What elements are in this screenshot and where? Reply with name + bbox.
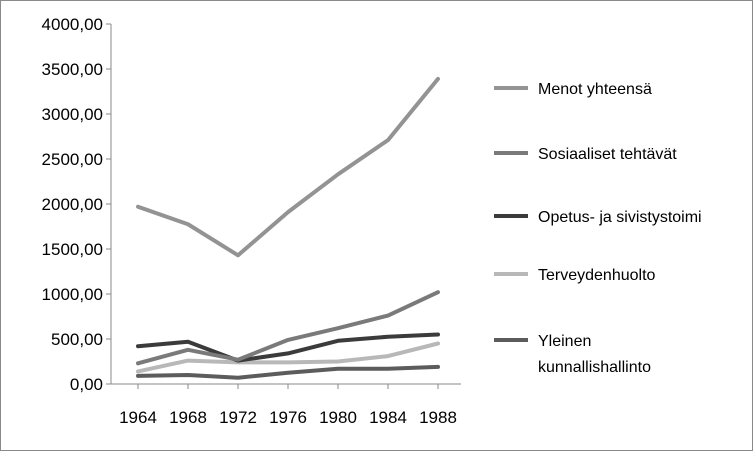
x-tick-label: 1976 (269, 408, 307, 427)
legend-label: Opetus- ja sivistystoimi (538, 209, 702, 226)
y-tick-label: 1000,00 (42, 285, 103, 304)
y-tick-label: 500,00 (51, 330, 103, 349)
y-tick-label: 0,00 (70, 375, 103, 394)
x-tick-label: 1980 (319, 408, 357, 427)
x-tick-label: 1972 (219, 408, 257, 427)
x-tick-label: 1988 (419, 408, 457, 427)
y-tick-label: 3000,00 (42, 105, 103, 124)
y-tick-label: 1500,00 (42, 240, 103, 259)
series-line-3 (136, 341, 440, 374)
series-line-1 (136, 290, 440, 366)
y-tick-label: 4000,00 (42, 15, 103, 34)
legend-label: kunnallishallinto (538, 359, 651, 376)
x-tick-label: 1964 (119, 408, 157, 427)
y-tick-label: 2500,00 (42, 150, 103, 169)
y-tick-label: 2000,00 (42, 195, 103, 214)
series-line-2 (136, 332, 440, 363)
series-line-4 (136, 364, 440, 380)
legend-label: Terveydenhuolto (538, 267, 656, 284)
x-tick-label: 1984 (369, 408, 407, 427)
series-line-0 (136, 76, 440, 258)
x-tick-label: 1968 (169, 408, 207, 427)
legend-label: Menot yhteensä (538, 81, 652, 98)
legend-label: Yleinen (538, 333, 591, 350)
y-tick-label: 3500,00 (42, 60, 103, 79)
legend-label: Sosiaaliset tehtävät (538, 146, 677, 163)
